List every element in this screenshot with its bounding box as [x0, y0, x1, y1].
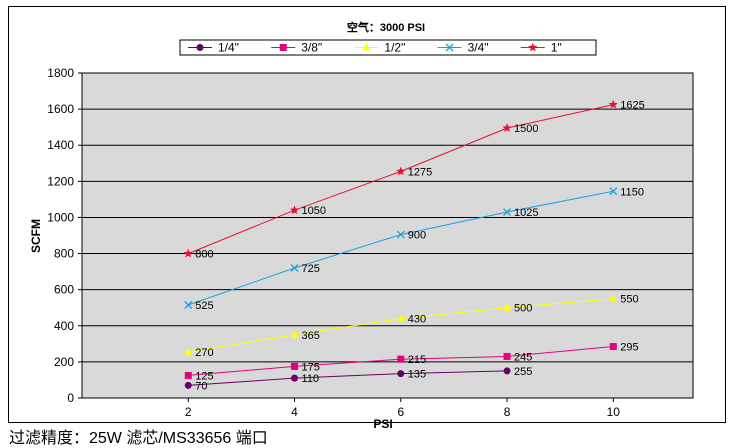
series-4: 525 725 900 1025 1150 [184, 186, 644, 312]
data-point [184, 371, 192, 379]
data-point [397, 355, 405, 363]
data-label: 255 [514, 366, 532, 378]
data-label: 70 [195, 380, 207, 392]
chart-title: 空气：3000 PSI [347, 20, 425, 34]
data-label: 135 [408, 369, 426, 381]
data-point [184, 381, 192, 389]
data-label: 525 [195, 300, 213, 312]
data-label: 1025 [514, 207, 538, 219]
x-tick-label: 8 [504, 405, 511, 419]
data-label: 550 [620, 294, 638, 306]
data-point [397, 370, 405, 378]
y-tick-label: 0 [67, 391, 74, 405]
y-tick-label: 200 [54, 355, 74, 369]
legend: 1/4" 3/8" 1/2" 3/4" 1" [179, 39, 597, 56]
data-label: 245 [514, 351, 532, 363]
data-point [502, 123, 512, 132]
data-point [290, 264, 299, 272]
data-label: 430 [408, 314, 426, 326]
series-1: 70 110 135 255 [184, 366, 532, 392]
legend-label: 1/2" [384, 41, 405, 55]
plot-area [81, 72, 694, 399]
data-label: 110 [302, 373, 320, 385]
data-point [503, 352, 511, 360]
data-label: 175 [302, 361, 320, 373]
legend-label: 1/4" [218, 41, 239, 55]
legend-item: 3/8" [271, 41, 322, 55]
data-point [396, 166, 406, 176]
legend-marker [279, 44, 287, 51]
data-label: 270 [195, 347, 213, 359]
data-point [290, 330, 299, 338]
x-tick-label: 2 [185, 405, 192, 419]
legend-item: 1/2" [354, 41, 405, 55]
data-label: 1275 [408, 166, 432, 178]
data-point [291, 362, 299, 370]
data-point [503, 367, 511, 375]
data-label: 725 [302, 263, 320, 275]
series-5: 800 1050 1275 1500 1625 [183, 99, 645, 261]
legend-marker [196, 44, 204, 51]
legend-box [179, 39, 597, 56]
data-point [289, 205, 300, 215]
legend-marker [362, 43, 371, 51]
x-tick-label: 6 [397, 405, 404, 419]
x-tick-label: 10 [607, 405, 621, 419]
data-label: 800 [195, 249, 213, 261]
data-label: 500 [514, 303, 532, 315]
data-point [503, 208, 512, 216]
y-axis-label: SCFM [29, 219, 43, 253]
series-line [188, 370, 508, 386]
y-tick-label: 600 [54, 283, 74, 297]
y-tick-label: 1000 [47, 210, 74, 224]
footnote: 过滤精度：25W 滤芯/MS33656 端口 [9, 430, 268, 447]
data-label: 1150 [620, 186, 644, 198]
y-tick-label: 400 [54, 319, 74, 333]
series-3: 270 365 430 500 550 [184, 294, 639, 359]
y-tick-label: 800 [54, 247, 74, 261]
data-label: 365 [302, 330, 320, 342]
legend-label: 3/4" [468, 41, 489, 55]
data-point [608, 99, 618, 109]
data-label: 1500 [514, 123, 538, 135]
data-point [184, 301, 193, 309]
data-point [609, 294, 618, 302]
x-axis-label: PSI [373, 417, 392, 431]
legend-item: 1" [520, 41, 562, 55]
gridlines [82, 108, 693, 363]
data-point [609, 187, 618, 196]
data-label: 295 [620, 342, 638, 354]
data-point [183, 248, 193, 258]
legend-label: 1" [551, 41, 562, 55]
x-tick-label: 4 [291, 405, 298, 419]
data-point [396, 314, 405, 322]
data-label: 1625 [620, 100, 644, 112]
data-point [184, 347, 193, 355]
data-point [396, 230, 405, 239]
y-tick-label: 1800 [47, 66, 74, 80]
data-label: 900 [408, 230, 426, 242]
data-point [503, 303, 512, 311]
y-tick-label: 1400 [47, 138, 74, 152]
legend-marker [445, 43, 454, 52]
axes: 0 200 400 600 800 1000 1200 1400 1600 1800 2 4 6 8 10 [47, 66, 620, 419]
y-tick-label: 1200 [47, 174, 74, 188]
legend-marker [528, 42, 538, 52]
data-label: 215 [408, 354, 426, 366]
series: 70 110 135 255 125 175 215 245 295 270 365 430 500 55… [183, 99, 645, 392]
data-point [291, 374, 299, 382]
y-tick-label: 1600 [47, 102, 74, 116]
data-point [609, 343, 617, 351]
data-label: 125 [195, 370, 213, 382]
data-label: 1050 [302, 205, 326, 217]
legend-item: 1/4" [188, 41, 239, 55]
series-2: 125 175 215 245 295 [184, 342, 639, 382]
legend-label: 3/8" [301, 41, 322, 55]
legend-item: 3/4" [437, 41, 489, 55]
